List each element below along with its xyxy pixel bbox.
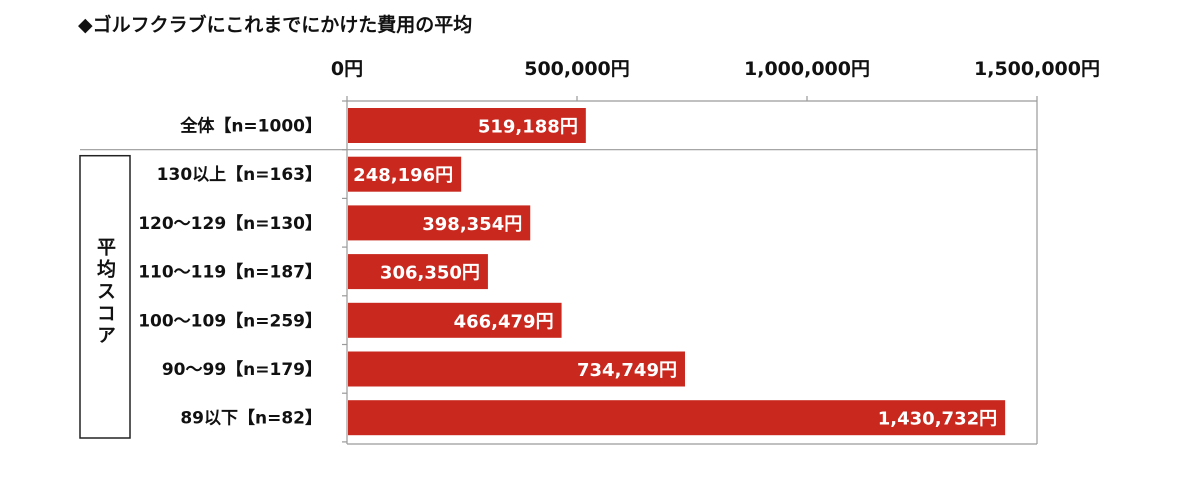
category-label: 90～99【n=179】 — [162, 359, 322, 380]
data-label: 248,196円 — [353, 165, 453, 186]
bar — [348, 400, 1006, 436]
bar — [348, 205, 531, 241]
data-label: 734,749円 — [577, 360, 677, 381]
chart-title: ◆ゴルフクラブにこれまでにかけた費用の平均 — [78, 14, 473, 36]
bar — [348, 156, 462, 192]
x-tick-label: 1,500,000円 — [974, 58, 1100, 80]
bar — [348, 108, 586, 143]
x-tick-label: 1,000,000円 — [744, 58, 870, 80]
data-label: 306,350円 — [380, 263, 480, 284]
group-box — [79, 154, 131, 439]
data-label: 1,430,732円 — [878, 409, 997, 430]
category-label: 89以下【n=82】 — [180, 408, 322, 429]
category-label: 100～109【n=259】 — [138, 310, 322, 331]
category-label: 全体【n=1000】 — [179, 116, 322, 137]
x-tick-label: 0円 — [331, 58, 363, 80]
data-label: 466,479円 — [454, 311, 554, 332]
category-label: 120～129【n=130】 — [138, 213, 322, 234]
group-label: 平均スコア — [94, 237, 116, 347]
bar — [348, 254, 488, 290]
data-label: 519,188円 — [478, 117, 578, 138]
category-label: 110～119【n=187】 — [138, 262, 322, 283]
x-tick-label: 500,000円 — [524, 58, 630, 80]
category-label: 130以上【n=163】 — [157, 164, 322, 185]
bar — [348, 302, 562, 338]
bar — [348, 351, 685, 387]
data-label: 398,354円 — [422, 214, 522, 235]
